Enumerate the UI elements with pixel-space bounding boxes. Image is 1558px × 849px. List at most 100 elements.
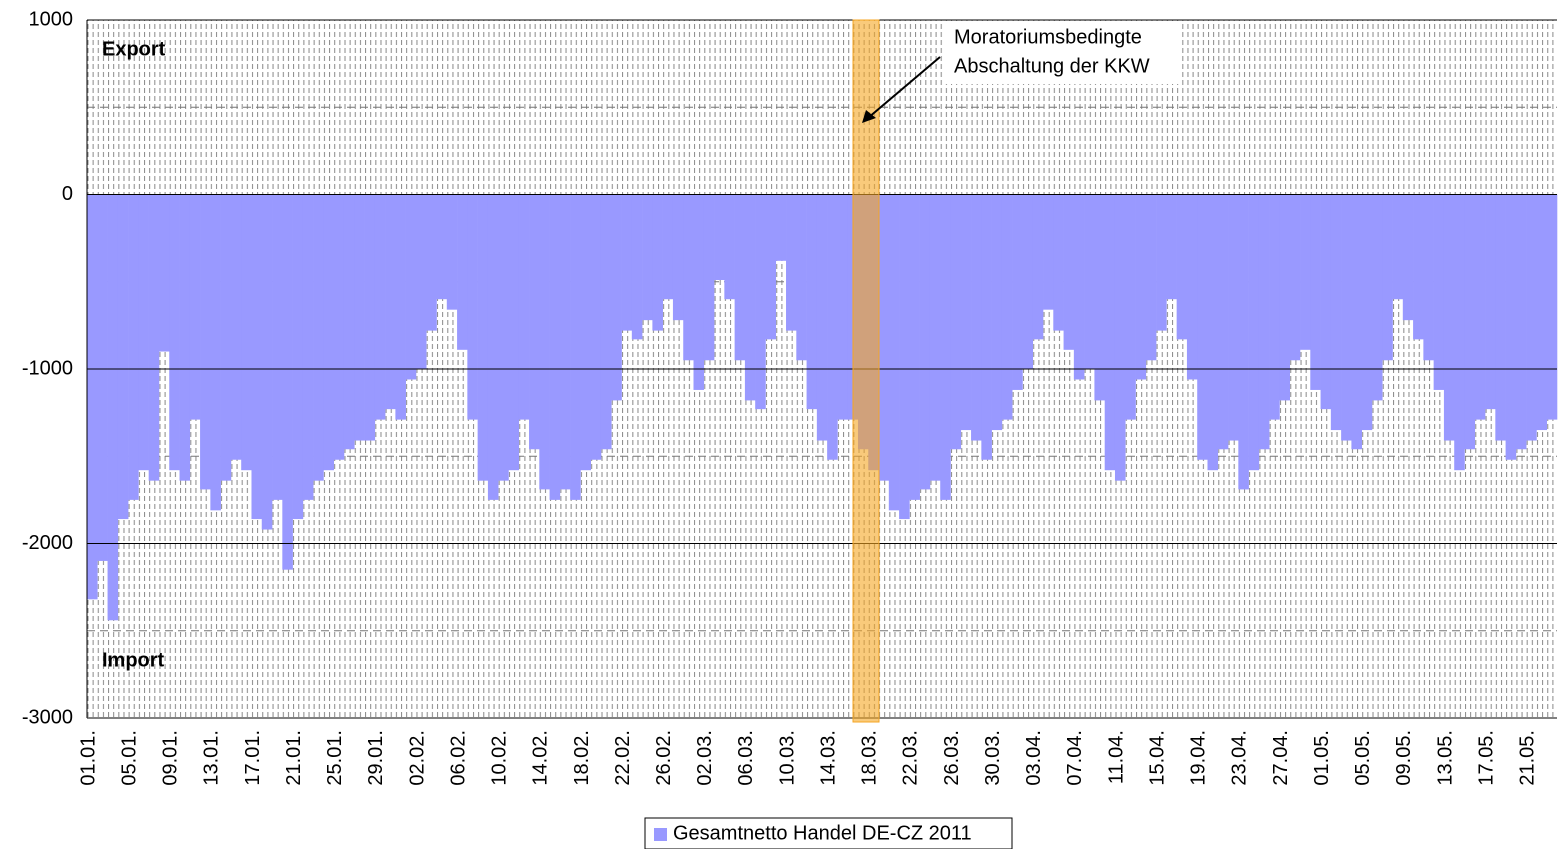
- bar: [1166, 194, 1177, 300]
- bar: [313, 194, 324, 481]
- bar: [487, 194, 499, 500]
- legend: [644, 817, 1013, 849]
- bar: [703, 194, 715, 361]
- bar: [672, 194, 684, 321]
- bar: [1094, 194, 1105, 401]
- bar: [580, 194, 592, 471]
- bar: [991, 194, 1003, 431]
- bar: [734, 194, 746, 361]
- bar: [981, 194, 992, 460]
- bar: [652, 194, 663, 331]
- bar: [683, 194, 694, 361]
- bar: [549, 194, 561, 500]
- bar: [909, 194, 920, 500]
- x-tick-label: 05.05.: [1352, 730, 1374, 786]
- x-tick-label: 19.04.: [1188, 730, 1210, 786]
- bar: [796, 194, 807, 361]
- x-tick-label: 22.03.: [900, 730, 922, 786]
- bar: [1515, 194, 1527, 450]
- bar: [457, 194, 468, 350]
- bar: [189, 194, 201, 420]
- bar: [426, 194, 437, 331]
- bar: [1012, 194, 1023, 390]
- bar: [1341, 194, 1352, 441]
- import-label: Import: [102, 649, 165, 671]
- x-tick-label: 26.03.: [941, 730, 963, 786]
- x-tick-label: 13.05.: [1434, 730, 1456, 786]
- x-tick-label: 18.02.: [571, 730, 593, 786]
- bar: [1114, 194, 1126, 481]
- x-tick-label: 02.02.: [406, 730, 428, 786]
- arrow-head: [862, 110, 876, 123]
- bar: [960, 194, 972, 431]
- bar: [230, 194, 242, 460]
- annotation: Moratoriumsbedingte: [954, 26, 1142, 48]
- x-tick-label: 03.04.: [1023, 730, 1045, 786]
- bar: [1423, 194, 1434, 361]
- bar: [1443, 194, 1455, 441]
- bar: [899, 194, 910, 520]
- bar: [816, 194, 828, 441]
- x-tick-label: 01.05.: [1311, 730, 1333, 786]
- x-tick-label: 10.03.: [776, 730, 798, 786]
- x-tick-label: 06.03.: [735, 730, 757, 786]
- bar: [282, 194, 293, 570]
- bar: [1330, 194, 1342, 431]
- bar: [1546, 194, 1558, 420]
- bar: [97, 194, 108, 561]
- bar: [1156, 194, 1167, 331]
- bar: [1186, 194, 1198, 380]
- bar: [1228, 194, 1239, 441]
- x-tick-label: 22.02.: [612, 730, 634, 786]
- x-tick-label: 05.01.: [118, 730, 140, 786]
- bar: [415, 194, 427, 369]
- bar: [1392, 194, 1404, 300]
- bar: [1043, 194, 1054, 310]
- x-tick-label: 09.05.: [1393, 730, 1415, 786]
- bar: [1258, 194, 1270, 450]
- bar: [888, 194, 900, 511]
- x-tick-label: 25.01.: [324, 730, 346, 786]
- bar: [878, 194, 890, 481]
- y-tick-label: 1000: [29, 8, 74, 30]
- bar: [1300, 194, 1311, 350]
- bar: [714, 194, 725, 281]
- bar: [107, 194, 119, 621]
- bar: [333, 194, 345, 460]
- bar: [169, 194, 180, 471]
- bar: [1536, 194, 1548, 431]
- bar: [1145, 194, 1157, 361]
- bar: [395, 194, 406, 420]
- bar: [765, 194, 777, 340]
- bar: [1289, 194, 1301, 361]
- bar: [364, 194, 376, 441]
- bar: [87, 194, 98, 600]
- arrow: [867, 56, 941, 119]
- bar: [128, 194, 139, 500]
- bar: [755, 194, 766, 410]
- x-tick-label: 18.03.: [859, 730, 881, 786]
- x-tick-label: 21.01.: [283, 730, 305, 786]
- bar: [436, 194, 448, 300]
- x-tick-label: 23.04.: [1229, 730, 1251, 786]
- x-tick-label: 07.04.: [1064, 730, 1086, 786]
- bar: [539, 194, 550, 490]
- bar: [570, 194, 581, 500]
- bar: [1001, 194, 1013, 420]
- export-label: Export: [102, 38, 166, 60]
- bar: [1454, 194, 1465, 471]
- x-tick-label: 01.01.: [77, 730, 99, 786]
- bar: [241, 194, 252, 471]
- bar: [786, 194, 797, 331]
- bar: [261, 194, 273, 530]
- bar: [1063, 194, 1075, 350]
- x-tick-label: 15.04.: [1146, 730, 1168, 786]
- bar: [971, 194, 982, 441]
- bar: [405, 194, 417, 380]
- bar: [744, 194, 756, 401]
- bar: [498, 194, 509, 481]
- highlight-band: [852, 19, 880, 723]
- bar: [1361, 194, 1373, 431]
- bar: [600, 194, 612, 450]
